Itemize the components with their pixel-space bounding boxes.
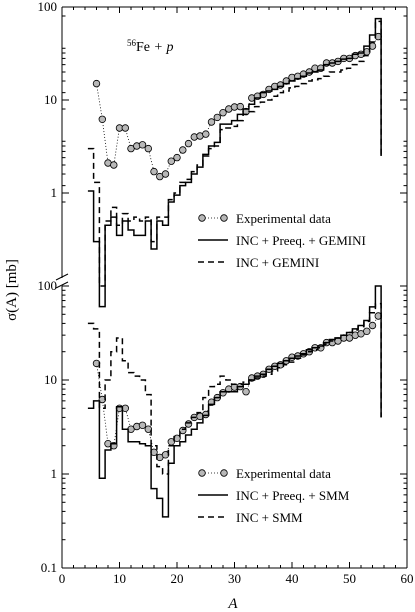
y-tick-label: 100 <box>38 0 58 14</box>
data-point <box>202 130 210 138</box>
x-tick-label: 50 <box>343 571 356 586</box>
x-tick-label: 30 <box>228 571 241 586</box>
legends: Experimental data INC + Preeq. + GEMINI IN… <box>198 211 366 525</box>
data-point <box>173 153 181 162</box>
series-layer <box>87 17 382 518</box>
data-point <box>345 334 354 342</box>
series-line-inc-preeq-smm <box>87 285 382 518</box>
data-point <box>92 79 101 88</box>
legend-label: INC + SMM <box>236 510 303 525</box>
data-point <box>110 161 118 169</box>
y-tick-label: 1 <box>51 185 58 200</box>
series-line-inc-preeq-gemini <box>87 17 382 308</box>
x-tick-label: 10 <box>113 571 126 586</box>
series-line-inc-smm <box>87 302 382 475</box>
x-tick-label: 0 <box>59 571 66 586</box>
legend-marker <box>198 469 206 477</box>
legend-label: INC + Preeq. + SMM <box>236 488 350 503</box>
data-point <box>98 115 106 123</box>
y-tick-label: 10 <box>44 372 57 387</box>
plot-frame <box>55 6 408 569</box>
y-tick-label: 100 <box>38 278 58 293</box>
y-tick-label: 10 <box>44 92 57 107</box>
annotation-label: 56Fe + p <box>127 38 173 55</box>
series-line-inc-gemini <box>87 20 382 287</box>
annotation-rest: + p <box>150 40 173 55</box>
data-point <box>363 327 371 335</box>
legend-label: INC + GEMINI <box>236 255 319 270</box>
axis-ticks: 0 10 20 30 40 50 60 100 10 1 100 10 1 0.1 <box>38 0 414 586</box>
axis-break-mark <box>55 281 69 289</box>
axis-break-mark <box>55 273 69 281</box>
legend-label: Experimental data <box>236 466 331 481</box>
annotation-species: Fe <box>136 40 150 55</box>
data-point <box>138 421 147 429</box>
data-point <box>219 108 227 117</box>
x-tick-label: 20 <box>171 571 184 586</box>
data-point <box>368 321 377 330</box>
data-point <box>236 102 244 111</box>
data-point <box>144 425 152 433</box>
legend-marker <box>220 214 228 222</box>
x-axis-label: A <box>227 596 238 612</box>
y-axis-label: σ(A) [mb] <box>4 259 20 321</box>
data-point <box>207 118 216 126</box>
data-point <box>144 144 152 153</box>
data-point <box>138 141 147 149</box>
y-tick-label: 1 <box>51 466 58 481</box>
annotation-mass: 56 <box>127 38 137 48</box>
y-tick-label: 0.1 <box>41 560 57 575</box>
data-point <box>184 139 193 148</box>
x-tick-label: 40 <box>286 571 299 586</box>
legend-label: Experimental data <box>236 211 331 226</box>
x-tick-label: 60 <box>401 571 414 586</box>
data-point <box>184 420 193 428</box>
legend-label: INC + Preeq. + GEMINI <box>236 233 366 248</box>
data-point <box>179 146 187 154</box>
data-point <box>213 113 221 122</box>
data-point <box>121 124 129 132</box>
data-point <box>167 157 175 165</box>
data-point <box>161 170 170 178</box>
data-point <box>150 167 158 176</box>
legend-marker <box>198 214 206 222</box>
data-point <box>242 388 250 396</box>
legend-marker <box>220 469 228 477</box>
